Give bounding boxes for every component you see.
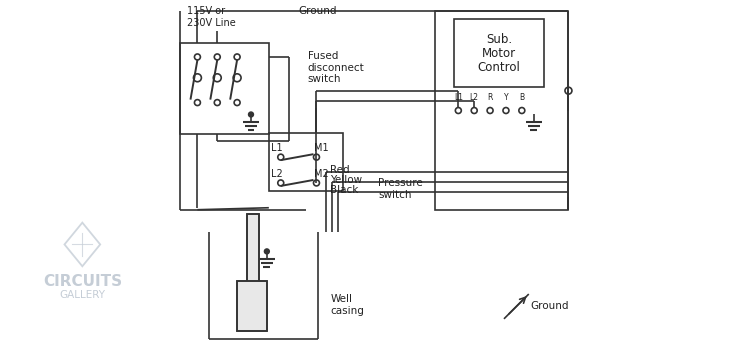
Text: 115V or
230V Line: 115V or 230V Line (187, 6, 236, 28)
Text: M2: M2 (314, 169, 329, 179)
Circle shape (265, 249, 269, 254)
Text: L2: L2 (470, 93, 478, 101)
Text: Fused
disconnect
switch: Fused disconnect switch (308, 51, 364, 84)
Text: Black: Black (330, 185, 358, 195)
Bar (268, 133, 344, 191)
Text: Sub.: Sub. (486, 33, 512, 46)
Bar (237, 281, 267, 331)
Bar (247, 214, 259, 303)
Text: Well
casing: Well casing (330, 294, 364, 316)
Text: GALLERY: GALLERY (59, 290, 105, 300)
Text: Y: Y (504, 93, 509, 101)
Bar (247, 214, 259, 303)
Text: B: B (519, 93, 524, 101)
Text: R: R (488, 93, 493, 101)
Text: L1: L1 (454, 93, 463, 101)
Text: M1: M1 (314, 143, 329, 153)
Text: Ground: Ground (298, 6, 337, 16)
Text: L2: L2 (271, 169, 283, 179)
Bar (434, 11, 568, 210)
Bar (179, 43, 268, 134)
Text: L1: L1 (271, 143, 283, 153)
Text: Pressure
switch: Pressure switch (378, 178, 423, 200)
Bar (454, 19, 544, 87)
Bar (237, 281, 267, 331)
Text: Yellow: Yellow (330, 175, 362, 185)
Text: CIRCUITS: CIRCUITS (43, 274, 122, 289)
Circle shape (248, 112, 254, 117)
Text: Red: Red (330, 165, 350, 175)
Text: Control: Control (478, 61, 520, 74)
Text: Motor: Motor (482, 47, 516, 60)
Text: Ground: Ground (531, 301, 569, 311)
